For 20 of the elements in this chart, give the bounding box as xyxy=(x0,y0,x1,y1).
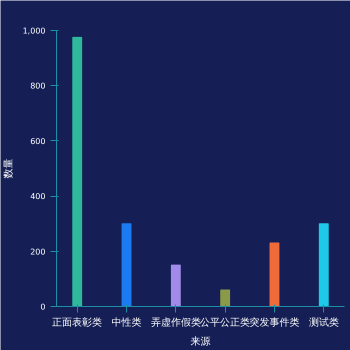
y-tick-label: 1,000 xyxy=(22,26,46,36)
bar xyxy=(72,36,82,306)
y-tick-label: 400 xyxy=(30,192,46,202)
y-tick-label: 0 xyxy=(40,302,46,312)
bar xyxy=(220,289,230,306)
y-tick-label: 600 xyxy=(30,136,46,146)
x-axis-title: 来源 xyxy=(190,336,210,348)
y-tick-label: 200 xyxy=(30,247,46,256)
y-axis-title: 数量 xyxy=(4,158,15,178)
x-tick-label: 测试类 xyxy=(308,316,339,328)
bar xyxy=(270,242,280,306)
x-tick-label: 公平公正类 xyxy=(200,316,250,328)
bar xyxy=(170,264,181,306)
x-tick-label: 正面表彰类 xyxy=(52,316,102,328)
x-tick-label: 中性类 xyxy=(112,316,142,328)
bar xyxy=(122,223,132,306)
y-tick-label: 800 xyxy=(30,82,46,91)
x-tick-label: 弄虚作假类 xyxy=(150,316,201,328)
bar xyxy=(318,223,329,306)
x-tick-label: 突发事件类 xyxy=(249,316,300,328)
